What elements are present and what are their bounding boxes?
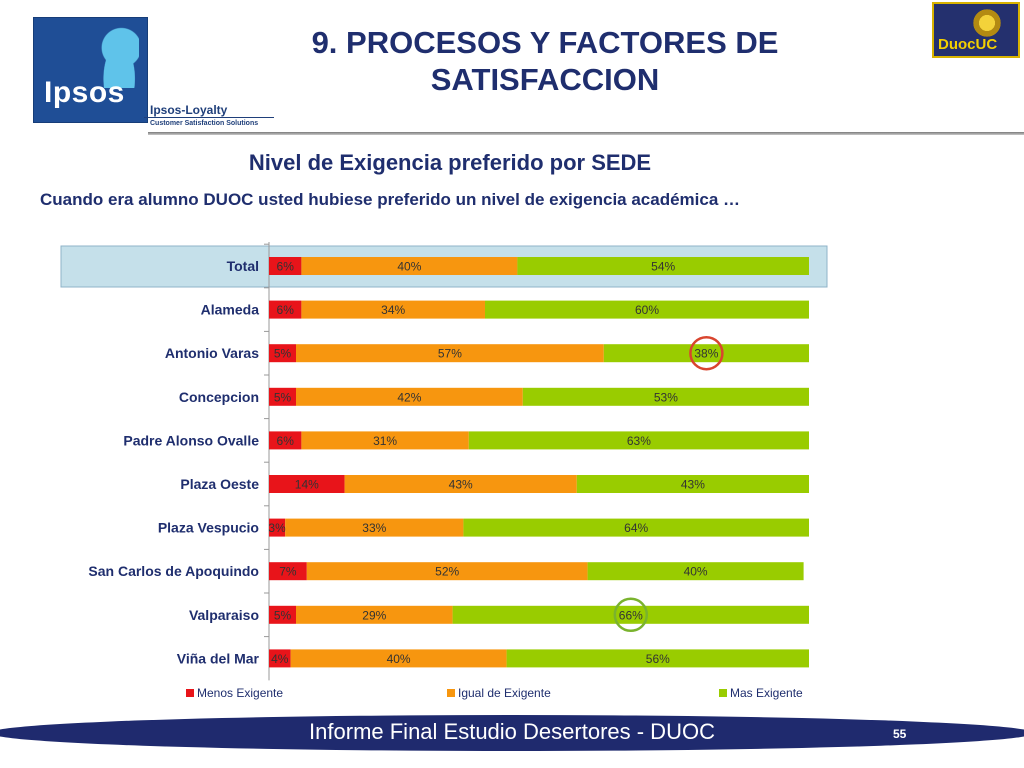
data-label-igual-de-exigente-antonio-varas: 57% — [438, 347, 462, 361]
bar-mas-exigente-total — [517, 257, 809, 275]
data-label-menos-exigente-plaza-oeste: 14% — [295, 478, 319, 492]
data-label-igual-de-exigente-plaza-vespucio: 33% — [362, 521, 386, 535]
legend-label-mas-exigente: Mas Exigente — [730, 686, 803, 700]
bar-igual-de-exigente-alameda — [301, 300, 485, 319]
bar-menos-exigente-antonio-varas — [269, 344, 296, 363]
bar-mas-exigente-vina-del-mar — [506, 649, 809, 668]
bar-igual-de-exigente-antonio-varas — [296, 344, 604, 363]
page-number: 55 — [893, 727, 907, 741]
data-label-mas-exigente-san-carlos-de-apoquindo: 40% — [684, 565, 708, 579]
data-label-mas-exigente-plaza-oeste: 43% — [681, 478, 705, 492]
ipsos-logo: Ipsos — [33, 17, 148, 123]
bar-menos-exigente-plaza-vespucio — [269, 518, 286, 537]
data-label-mas-exigente-alameda: 60% — [635, 303, 659, 317]
header-divider — [148, 132, 1024, 135]
data-label-mas-exigente-padre-alonso-ovalle: 63% — [627, 434, 651, 448]
bar-mas-exigente-san-carlos-de-apoquindo — [587, 562, 804, 581]
footer-bar — [0, 715, 1024, 751]
data-label-menos-exigente-san-carlos-de-apoquindo: 7% — [279, 565, 297, 579]
bar-mas-exigente-antonio-varas — [603, 344, 809, 363]
legend-label-igual-de-exigente: Igual de Exigente — [458, 686, 551, 700]
data-label-menos-exigente-plaza-vespucio: 3% — [268, 521, 286, 535]
data-label-igual-de-exigente-concepcion: 42% — [397, 390, 421, 404]
bar-mas-exigente-valparaiso — [452, 605, 809, 624]
data-label-mas-exigente-antonio-varas: 38% — [694, 347, 718, 361]
legend-swatch-igual-de-exigente — [447, 689, 455, 697]
duoc-shield-icon — [972, 6, 1002, 40]
data-label-igual-de-exigente-total: 40% — [397, 260, 421, 274]
bar-mas-exigente-plaza-vespucio — [463, 518, 809, 537]
ipsos-logo-text: Ipsos — [44, 76, 125, 109]
data-label-menos-exigente-valparaiso: 5% — [274, 608, 292, 622]
bar-menos-exigente-plaza-oeste — [269, 475, 345, 493]
duoc-logo: DuocUC — [932, 2, 1020, 58]
bar-igual-de-exigente-san-carlos-de-apoquindo — [306, 562, 588, 581]
category-label-vina-del-mar: Viña del Mar — [177, 650, 260, 666]
bar-mas-exigente-concepcion — [522, 387, 809, 406]
data-label-igual-de-exigente-vina-del-mar: 40% — [387, 652, 411, 666]
data-label-menos-exigente-padre-alonso-ovalle: 6% — [277, 434, 295, 448]
chart-subtitle: Nivel de Exigencia preferido por SEDE — [248, 150, 652, 175]
ipsos-face-icon — [95, 26, 139, 88]
legend-label-menos-exigente: Menos Exigente — [197, 686, 283, 700]
ipsos-loyalty-tagline: Customer Satisfaction Solutions — [150, 120, 259, 127]
ipsos-loyalty-text: Ipsos-Loyalty — [150, 103, 228, 117]
category-label-valparaiso: Valparaiso — [189, 607, 259, 623]
category-label-padre-alonso-ovalle: Padre Alonso Ovalle — [123, 432, 259, 448]
ipsos-loyalty-logo: Ipsos-Loyalty Customer Satisfaction Solu… — [144, 103, 274, 130]
bar-menos-exigente-alameda — [269, 300, 302, 319]
bar-menos-exigente-concepcion — [269, 387, 296, 406]
data-label-menos-exigente-antonio-varas: 5% — [274, 347, 292, 361]
highlight-circle-antonio-varas — [689, 335, 724, 371]
legend-swatch-menos-exigente — [186, 689, 194, 697]
legend-swatch-mas-exigente — [719, 689, 727, 697]
bar-igual-de-exigente-plaza-oeste — [344, 475, 577, 493]
ipsos-loyalty-line — [144, 117, 274, 118]
stacked-bar-chart: Total 6% 40% 54% Alameda 6% 34% 60% Antonio Vara… — [60, 242, 828, 700]
highlight-circle-valparaiso — [613, 597, 649, 633]
bar-igual-de-exigente-total — [301, 257, 518, 275]
data-label-igual-de-exigente-san-carlos-de-apoquindo: 52% — [435, 565, 459, 579]
bar-menos-exigente-vina-del-mar — [269, 649, 291, 668]
data-label-igual-de-exigente-padre-alonso-ovalle: 31% — [373, 434, 397, 448]
bar-mas-exigente-plaza-oeste — [576, 475, 809, 493]
bar-menos-exigente-padre-alonso-ovalle — [269, 431, 302, 450]
data-label-mas-exigente-vina-del-mar: 56% — [646, 652, 670, 666]
footer-text: Informe Final Estudio Desertores - DUOC — [309, 719, 715, 744]
data-label-menos-exigente-concepcion: 5% — [274, 390, 292, 404]
data-label-igual-de-exigente-plaza-oeste: 43% — [449, 478, 473, 492]
data-label-igual-de-exigente-alameda: 34% — [381, 303, 405, 317]
category-label-san-carlos-de-apoquindo: San Carlos de Apoquindo — [88, 563, 259, 579]
category-label-total: Total — [227, 258, 259, 274]
data-label-mas-exigente-valparaiso: 66% — [619, 608, 643, 622]
bar-igual-de-exigente-vina-del-mar — [290, 649, 507, 668]
category-label-plaza-vespucio: Plaza Vespucio — [158, 520, 259, 536]
bar-menos-exigente-total — [269, 257, 302, 275]
bar-igual-de-exigente-padre-alonso-ovalle — [301, 431, 469, 450]
bar-mas-exigente-padre-alonso-ovalle — [468, 431, 809, 450]
page-title: 9. PROCESOS Y FACTORES DE SATISFACCION — [311, 25, 779, 97]
data-label-mas-exigente-plaza-vespucio: 64% — [624, 521, 648, 535]
category-label-plaza-oeste: Plaza Oeste — [180, 476, 259, 492]
data-label-mas-exigente-total: 54% — [651, 260, 675, 274]
data-label-menos-exigente-alameda: 6% — [277, 303, 295, 317]
data-label-igual-de-exigente-valparaiso: 29% — [362, 608, 386, 622]
category-label-alameda: Alameda — [201, 302, 260, 318]
data-label-mas-exigente-concepcion: 53% — [654, 390, 678, 404]
bar-menos-exigente-san-carlos-de-apoquindo — [269, 562, 307, 581]
bar-menos-exigente-valparaiso — [269, 605, 296, 624]
category-label-antonio-varas: Antonio Varas — [165, 345, 259, 361]
bar-igual-de-exigente-plaza-vespucio — [285, 518, 464, 537]
data-label-menos-exigente-total: 6% — [277, 260, 295, 274]
data-label-menos-exigente-vina-del-mar: 4% — [271, 652, 289, 666]
bar-igual-de-exigente-valparaiso — [296, 605, 453, 624]
bar-igual-de-exigente-concepcion — [296, 387, 523, 406]
bar-mas-exigente-alameda — [485, 300, 809, 319]
duoc-logo-text: DuocUC — [938, 36, 998, 53]
survey-question: Cuando era alumno DUOC usted hubiese pre… — [40, 190, 741, 209]
category-label-concepcion: Concepcion — [179, 389, 259, 405]
